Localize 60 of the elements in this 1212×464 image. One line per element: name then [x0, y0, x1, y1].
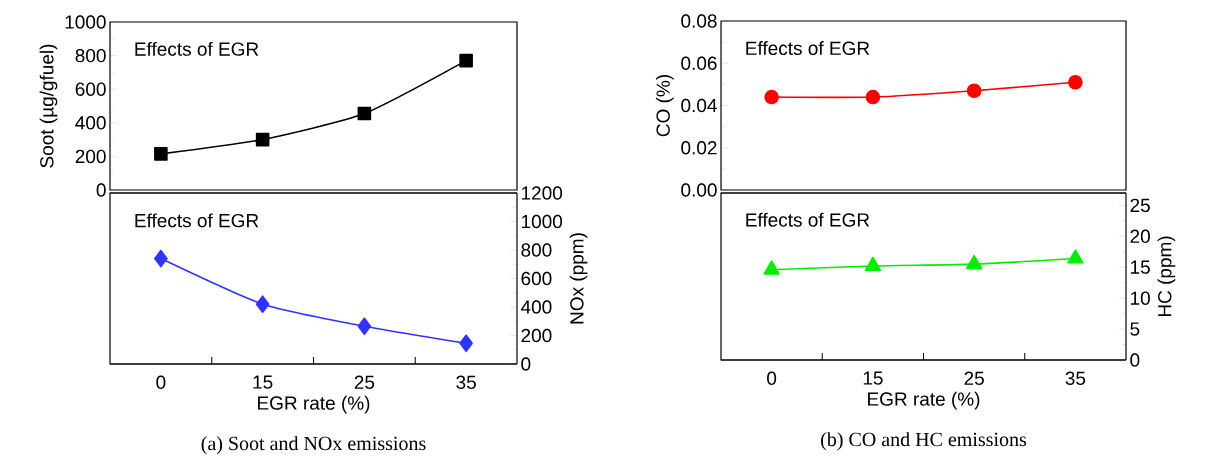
point	[357, 106, 372, 121]
y-tick-label: 0.02	[681, 141, 717, 155]
annotation: Effects of EGR	[746, 212, 870, 227]
y2-tick-label: 15	[1130, 260, 1150, 274]
y2-tick-label: 1200	[521, 186, 563, 200]
y2-tick-label: 400	[520, 300, 552, 314]
y2-tick-label: 200	[521, 328, 552, 343]
annotation: Effects of EGR	[135, 41, 259, 56]
x-tick-label: 0	[156, 375, 166, 389]
y-tick-label: 0.06	[681, 56, 717, 70]
point	[357, 317, 372, 336]
y2-tick-label: 5	[1130, 322, 1140, 336]
x-tick-label: 35	[456, 375, 476, 389]
annotation: Effects of EGR	[746, 41, 870, 56]
y2-tick-label: 1000	[521, 214, 563, 229]
point	[763, 260, 780, 275]
y-tick-label: 0.00	[681, 183, 717, 197]
x-tick-label: 25	[354, 375, 375, 389]
y2-axis-title: NOx (ppm)	[569, 233, 588, 324]
y2-tick-label: 20	[1130, 229, 1150, 244]
point	[154, 249, 168, 268]
annotation: Effects of EGR	[135, 213, 259, 228]
point	[459, 334, 473, 353]
x-tick-label: 15	[253, 375, 273, 389]
point	[154, 147, 168, 161]
y2-tick-label: 600	[521, 271, 552, 286]
x-tick-label: 25	[964, 371, 984, 385]
y-axis-title: CO (%)	[655, 75, 674, 137]
y-tick-label: 200	[75, 149, 106, 164]
y-tick-label: 1000	[65, 15, 106, 29]
point	[865, 89, 881, 105]
y2-tick-label: 10	[1130, 291, 1150, 305]
y-axis-title: Soot (µg/gfuel)	[39, 44, 58, 168]
point	[1067, 249, 1084, 264]
x-axis-title: EGR rate (%)	[258, 395, 370, 414]
point	[966, 83, 982, 99]
y-tick-label: 0	[96, 183, 106, 197]
point	[1068, 74, 1083, 90]
text: (a) Soot and NOx emissions	[201, 436, 426, 455]
y2-tick-label: 0	[521, 357, 531, 371]
x-tick-label: 35	[1065, 371, 1086, 385]
text: (b) CO and HC emissions	[821, 432, 1027, 451]
point	[459, 53, 473, 68]
y2-tick-label: 800	[521, 243, 552, 257]
x-axis-title: EGR rate (%)	[868, 391, 980, 410]
point	[255, 132, 270, 147]
y2-tick-label: 0	[1130, 353, 1140, 367]
point	[864, 256, 882, 272]
y-tick-label: 0.08	[681, 14, 717, 28]
point	[764, 89, 779, 105]
x-tick-label: 0	[767, 371, 777, 385]
y-tick-label: 0.04	[681, 98, 717, 113]
y-tick-label: 400	[75, 116, 106, 130]
y-tick-label: 600	[75, 82, 106, 96]
point	[255, 295, 270, 313]
y2-tick-label: 25	[1130, 198, 1150, 213]
x-tick-label: 15	[863, 371, 883, 385]
point	[965, 254, 983, 270]
y-tick-label: 800	[75, 48, 106, 63]
y2-axis-title: HC (ppm)	[1157, 236, 1176, 317]
